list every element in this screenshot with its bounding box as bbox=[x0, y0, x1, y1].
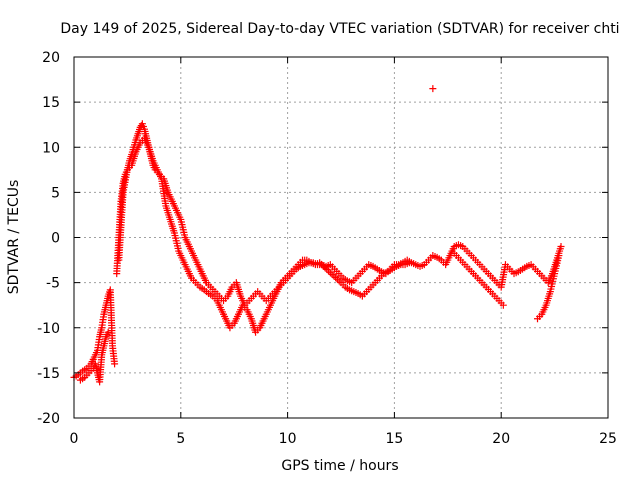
y-axis-label: SDTVAR / TECUs bbox=[6, 180, 22, 295]
data-point bbox=[557, 243, 565, 251]
data-point bbox=[104, 328, 112, 336]
data-points bbox=[70, 85, 565, 386]
x-tick-label: 15 bbox=[385, 431, 403, 447]
data-point bbox=[332, 274, 340, 282]
data-point bbox=[429, 85, 437, 93]
y-tick-label: 10 bbox=[42, 140, 60, 156]
data-point bbox=[499, 301, 507, 309]
axis-ticks: 0 5 10 15 20 25 -20 -15 -10 -5 0 5 10 15 20 bbox=[37, 50, 617, 447]
data-point bbox=[333, 275, 341, 283]
y-tick-label: 0 bbox=[51, 231, 60, 247]
y-tick-label: 20 bbox=[42, 50, 60, 66]
data-point bbox=[405, 259, 413, 267]
y-tick-label: -10 bbox=[37, 321, 60, 337]
chart-title: Day 149 of 2025, Sidereal Day-to-day VTE… bbox=[60, 21, 619, 37]
x-tick-label: 10 bbox=[279, 431, 297, 447]
x-tick-label: 25 bbox=[599, 431, 617, 447]
y-tick-label: -20 bbox=[37, 411, 60, 427]
data-point bbox=[555, 252, 563, 260]
grid-lines bbox=[74, 57, 608, 418]
x-tick-label: 0 bbox=[70, 431, 79, 447]
data-point bbox=[111, 360, 119, 368]
y-tick-label: -15 bbox=[37, 366, 60, 382]
x-tick-label: 5 bbox=[176, 431, 185, 447]
x-tick-label: 20 bbox=[492, 431, 510, 447]
x-axis-label: GPS time / hours bbox=[281, 458, 398, 474]
y-tick-label: -5 bbox=[46, 276, 60, 292]
y-tick-label: 15 bbox=[42, 95, 60, 111]
y-tick-label: 5 bbox=[51, 185, 60, 201]
